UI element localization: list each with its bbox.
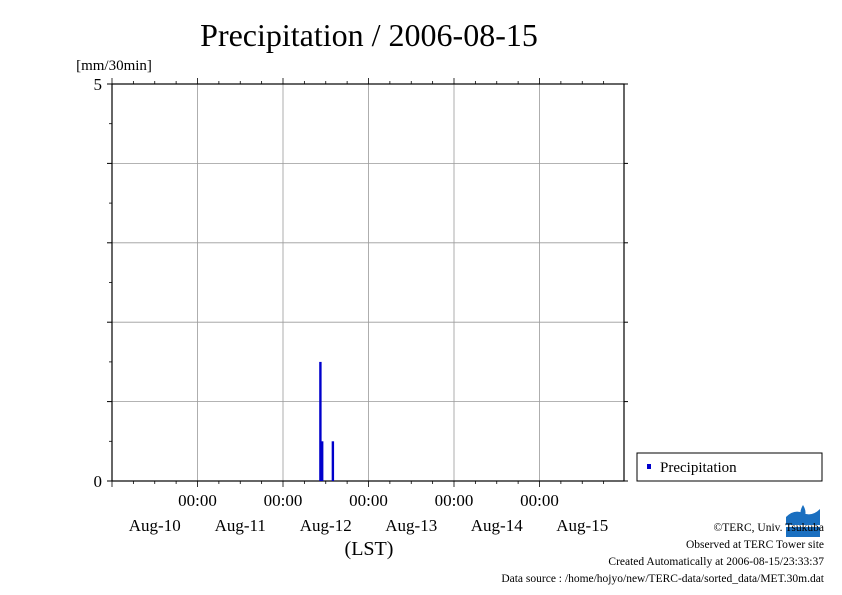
credit-copyright: ©TERC, Univ. Tsukuba (713, 522, 824, 534)
y-unit-label: [mm/30min] (76, 58, 152, 74)
precipitation-bar (320, 441, 324, 481)
terc-logo (784, 503, 822, 539)
x-time-labels: 00:00 00:00 00:00 00:00 00:00 (178, 491, 559, 510)
x-date-label: Aug-10 (129, 516, 181, 535)
y-tick-label-top: 5 (94, 75, 103, 94)
x-date-label: Aug-12 (300, 516, 352, 535)
credit-observed: Observed at TERC Tower site (685, 539, 824, 551)
x-date-labels: Aug-10 Aug-11 Aug-12 Aug-13 Aug-14 Aug-15 (129, 516, 608, 535)
precipitation-bars (319, 361, 335, 481)
legend-box (636, 452, 823, 482)
legend: Precipitation (636, 452, 823, 482)
x-time-label: 00:00 (520, 491, 559, 510)
legend-swatch (647, 464, 651, 469)
x-date-label: Aug-11 (215, 516, 266, 535)
chart-title: Precipitation / 2006-08-15 (200, 17, 538, 53)
x-date-label: Aug-15 (556, 516, 608, 535)
credit-source: Data source : /home/hojyo/new/TERC-data/… (501, 573, 824, 585)
y-tick-label-bottom: 0 (94, 472, 103, 491)
credit-created: Created Automatically at 2006-08-15/23:3… (608, 556, 824, 568)
grid-lines (112, 84, 624, 481)
x-axis-label: (LST) (345, 538, 394, 560)
x-time-label: 00:00 (435, 491, 474, 510)
x-time-label: 00:00 (349, 491, 388, 510)
x-time-label: 00:00 (264, 491, 303, 510)
legend-label: Precipitation (660, 460, 737, 476)
precipitation-bar (319, 361, 322, 481)
plot-frame (111, 83, 625, 482)
x-date-label: Aug-14 (471, 516, 523, 535)
precipitation-bar (331, 441, 335, 481)
x-time-label: 00:00 (178, 491, 217, 510)
x-date-label: Aug-13 (385, 516, 437, 535)
axis-ticks (107, 78, 628, 487)
